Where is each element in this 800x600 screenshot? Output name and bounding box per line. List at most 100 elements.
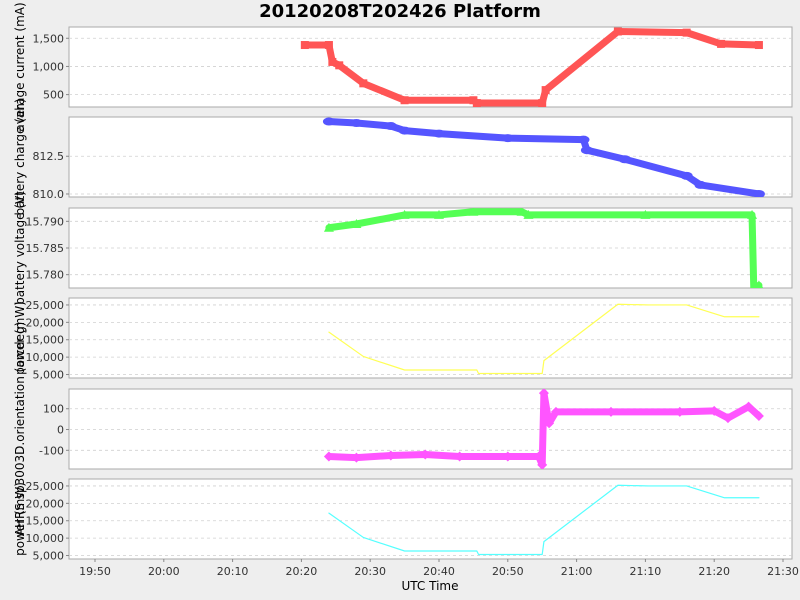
x-tick-label: 20:40 [423, 565, 455, 578]
y-tick-label: 810.0 [33, 188, 65, 201]
data-marker [606, 406, 616, 417]
data-marker [384, 122, 397, 131]
data-marker [541, 86, 550, 95]
data-marker [335, 61, 344, 70]
data-marker [399, 209, 410, 219]
data-marker [717, 39, 726, 48]
data-marker [300, 41, 309, 50]
series-line-power [328, 303, 760, 375]
data-marker [618, 155, 631, 164]
data-marker [538, 389, 549, 399]
x-tick-label: 19:50 [79, 565, 111, 578]
y-axis-label-voltage: battery voltage (V) [13, 191, 27, 305]
y-tick-label: 1,000 [33, 60, 65, 73]
data-marker [613, 27, 622, 36]
x-tick-label: 20:10 [217, 565, 249, 578]
y-tick-label: 10,000 [26, 532, 65, 545]
y-tick-label: 15.780 [26, 269, 65, 282]
y-tick-label: 500 [43, 89, 64, 102]
plot-background [68, 26, 793, 108]
data-marker [680, 171, 693, 180]
y-tick-label: 20,000 [26, 316, 65, 329]
panel-orientation: 100 0 -100 AHRS sp3003D.orientation (arcdeg… [13, 322, 793, 537]
data-marker [454, 451, 465, 462]
data-marker [472, 99, 481, 107]
y-tick-label: 15.785 [26, 242, 65, 255]
x-tick-label: 21:10 [630, 565, 662, 578]
y-tick-label: 15,000 [26, 515, 65, 528]
plot-background [68, 116, 793, 198]
data-marker [754, 41, 763, 50]
plot-background [68, 478, 793, 560]
y-axis-label-power: power (mW) [13, 301, 27, 375]
data-marker [743, 401, 754, 412]
y-tick-label: 15,000 [26, 334, 65, 347]
y-axis-label-ahrs_power: power (mW) [13, 482, 27, 556]
data-marker [640, 209, 651, 219]
data-marker [580, 146, 593, 155]
y-tick-label: 15.790 [26, 215, 65, 228]
data-marker [538, 99, 547, 107]
data-marker [533, 451, 544, 462]
y-tick-label: 1,500 [33, 32, 65, 45]
data-marker [754, 280, 764, 288]
data-marker [682, 28, 691, 37]
y-tick-label: 20,000 [26, 497, 65, 510]
x-tick-label: 20:30 [354, 565, 386, 578]
x-tick-label: 21:30 [767, 565, 799, 578]
data-marker [385, 450, 396, 461]
data-marker [750, 283, 757, 288]
panel-charge: 812.5 810.0 battery charge (ah) [13, 98, 793, 216]
y-tick-label: -100 [39, 444, 64, 457]
y-tick-label: 10,000 [26, 351, 65, 364]
y-axis-label-orientation: AHRS sp3003D.orientation (arcdeg) [13, 322, 27, 537]
data-marker [722, 413, 733, 424]
data-marker [694, 180, 707, 189]
data-marker [577, 135, 590, 144]
x-axis: 19:50 20:00 20:10 20:20 20:30 20:40 20:50 21:00… [79, 559, 799, 578]
chart-title: 20120208T202426 Platform [259, 1, 541, 22]
data-marker [468, 208, 479, 216]
data-marker [709, 405, 720, 416]
y-tick-label: 812.5 [33, 150, 65, 163]
data-marker [433, 129, 445, 138]
x-tick-label: 21:20 [698, 565, 730, 578]
data-marker [350, 119, 363, 128]
y-tick-label: 5,000 [33, 550, 65, 563]
data-marker [323, 451, 334, 462]
data-marker [501, 134, 514, 143]
y-tick-label: 0 [57, 424, 64, 437]
data-marker [398, 126, 411, 135]
data-marker [351, 452, 362, 463]
panel-ahrs_power: 25,000 20,000 15,000 10,000 5,000 power (mW) [13, 478, 793, 563]
data-marker [359, 79, 368, 88]
x-tick-label: 20:20 [286, 565, 318, 578]
data-marker [674, 406, 685, 417]
y-axis-label-charge: battery charge (ah) [13, 98, 27, 215]
x-tick-label: 21:00 [561, 565, 593, 578]
data-marker [544, 418, 555, 429]
panel-power: 25,000 20,000 15,000 10,000 5,000 power (mW) [13, 297, 793, 382]
data-marker [434, 209, 444, 219]
data-marker [351, 219, 362, 228]
y-axis-label-current: average current (mA) [13, 2, 27, 131]
x-axis-label: UTC Time [402, 579, 459, 593]
x-tick-label: 20:50 [492, 565, 524, 578]
data-marker [550, 406, 561, 417]
data-marker [322, 117, 335, 126]
data-marker [323, 222, 334, 232]
y-tick-label: 5,000 [33, 369, 65, 382]
data-marker [502, 451, 513, 462]
data-marker [523, 209, 534, 219]
plot-background [68, 297, 793, 379]
data-marker [747, 209, 758, 219]
data-marker [753, 411, 764, 422]
data-marker [537, 459, 548, 469]
data-marker [752, 189, 765, 197]
data-marker [516, 208, 527, 216]
data-marker [328, 57, 337, 66]
x-tick-label: 20:00 [148, 565, 180, 578]
